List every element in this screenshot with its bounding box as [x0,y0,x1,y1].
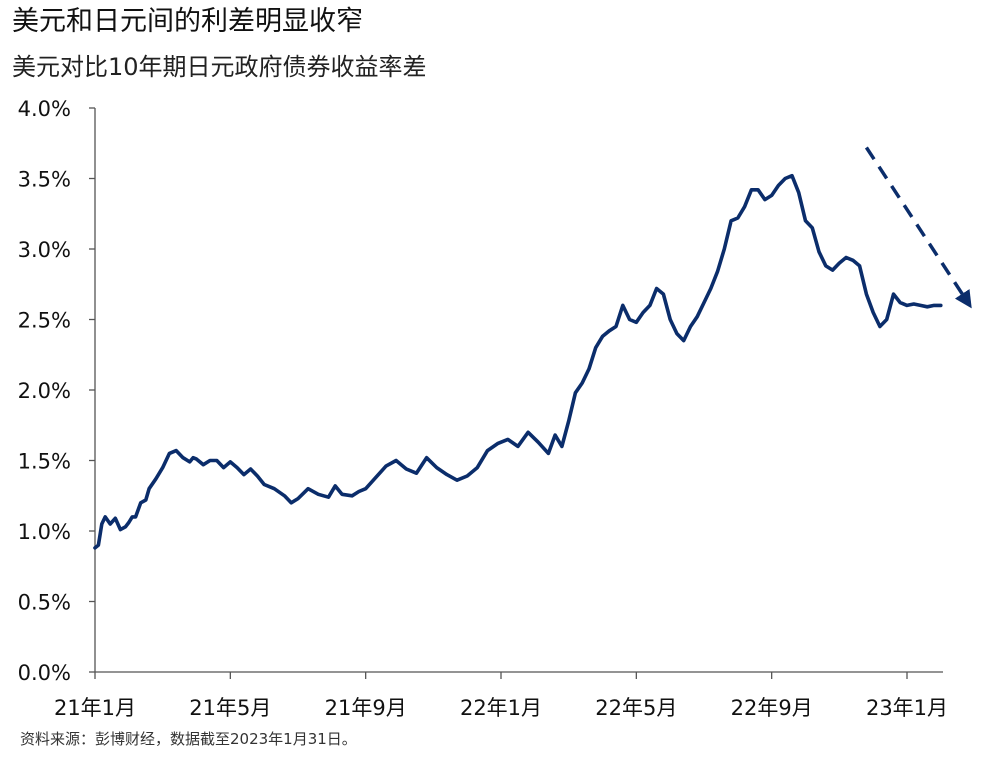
x-tick-label: 21年5月 [189,696,271,720]
x-tick-label: 22年9月 [731,696,813,720]
y-tick-label: 1.5% [18,450,71,474]
y-tick-label: 0.5% [18,591,71,615]
x-tick-label: 22年1月 [460,696,542,720]
x-tick-label: 21年1月 [54,696,136,720]
y-tick-label: 3.5% [18,168,71,192]
y-tick-label: 0.0% [18,661,71,685]
x-tick-label: 22年5月 [595,696,677,720]
chart-title: 美元和日元间的利差明显收窄 [12,6,363,37]
y-tick-label: 2.0% [18,379,71,403]
source-note: 资料来源：彭博财经，数据截至2023年1月31日。 [20,730,357,748]
y-tick-label: 4.0% [18,97,71,121]
x-tick-label: 21年9月 [325,696,407,720]
trend-arrow [864,146,972,309]
series-line [93,173,943,550]
y-tick-label: 2.5% [18,309,71,333]
y-tick-label: 1.0% [18,520,71,544]
y-tick-label: 3.0% [18,238,71,262]
x-tick-label: 23年1月 [866,696,948,720]
chart-subtitle: 美元对比10年期日元政府债券收益率差 [12,53,427,81]
